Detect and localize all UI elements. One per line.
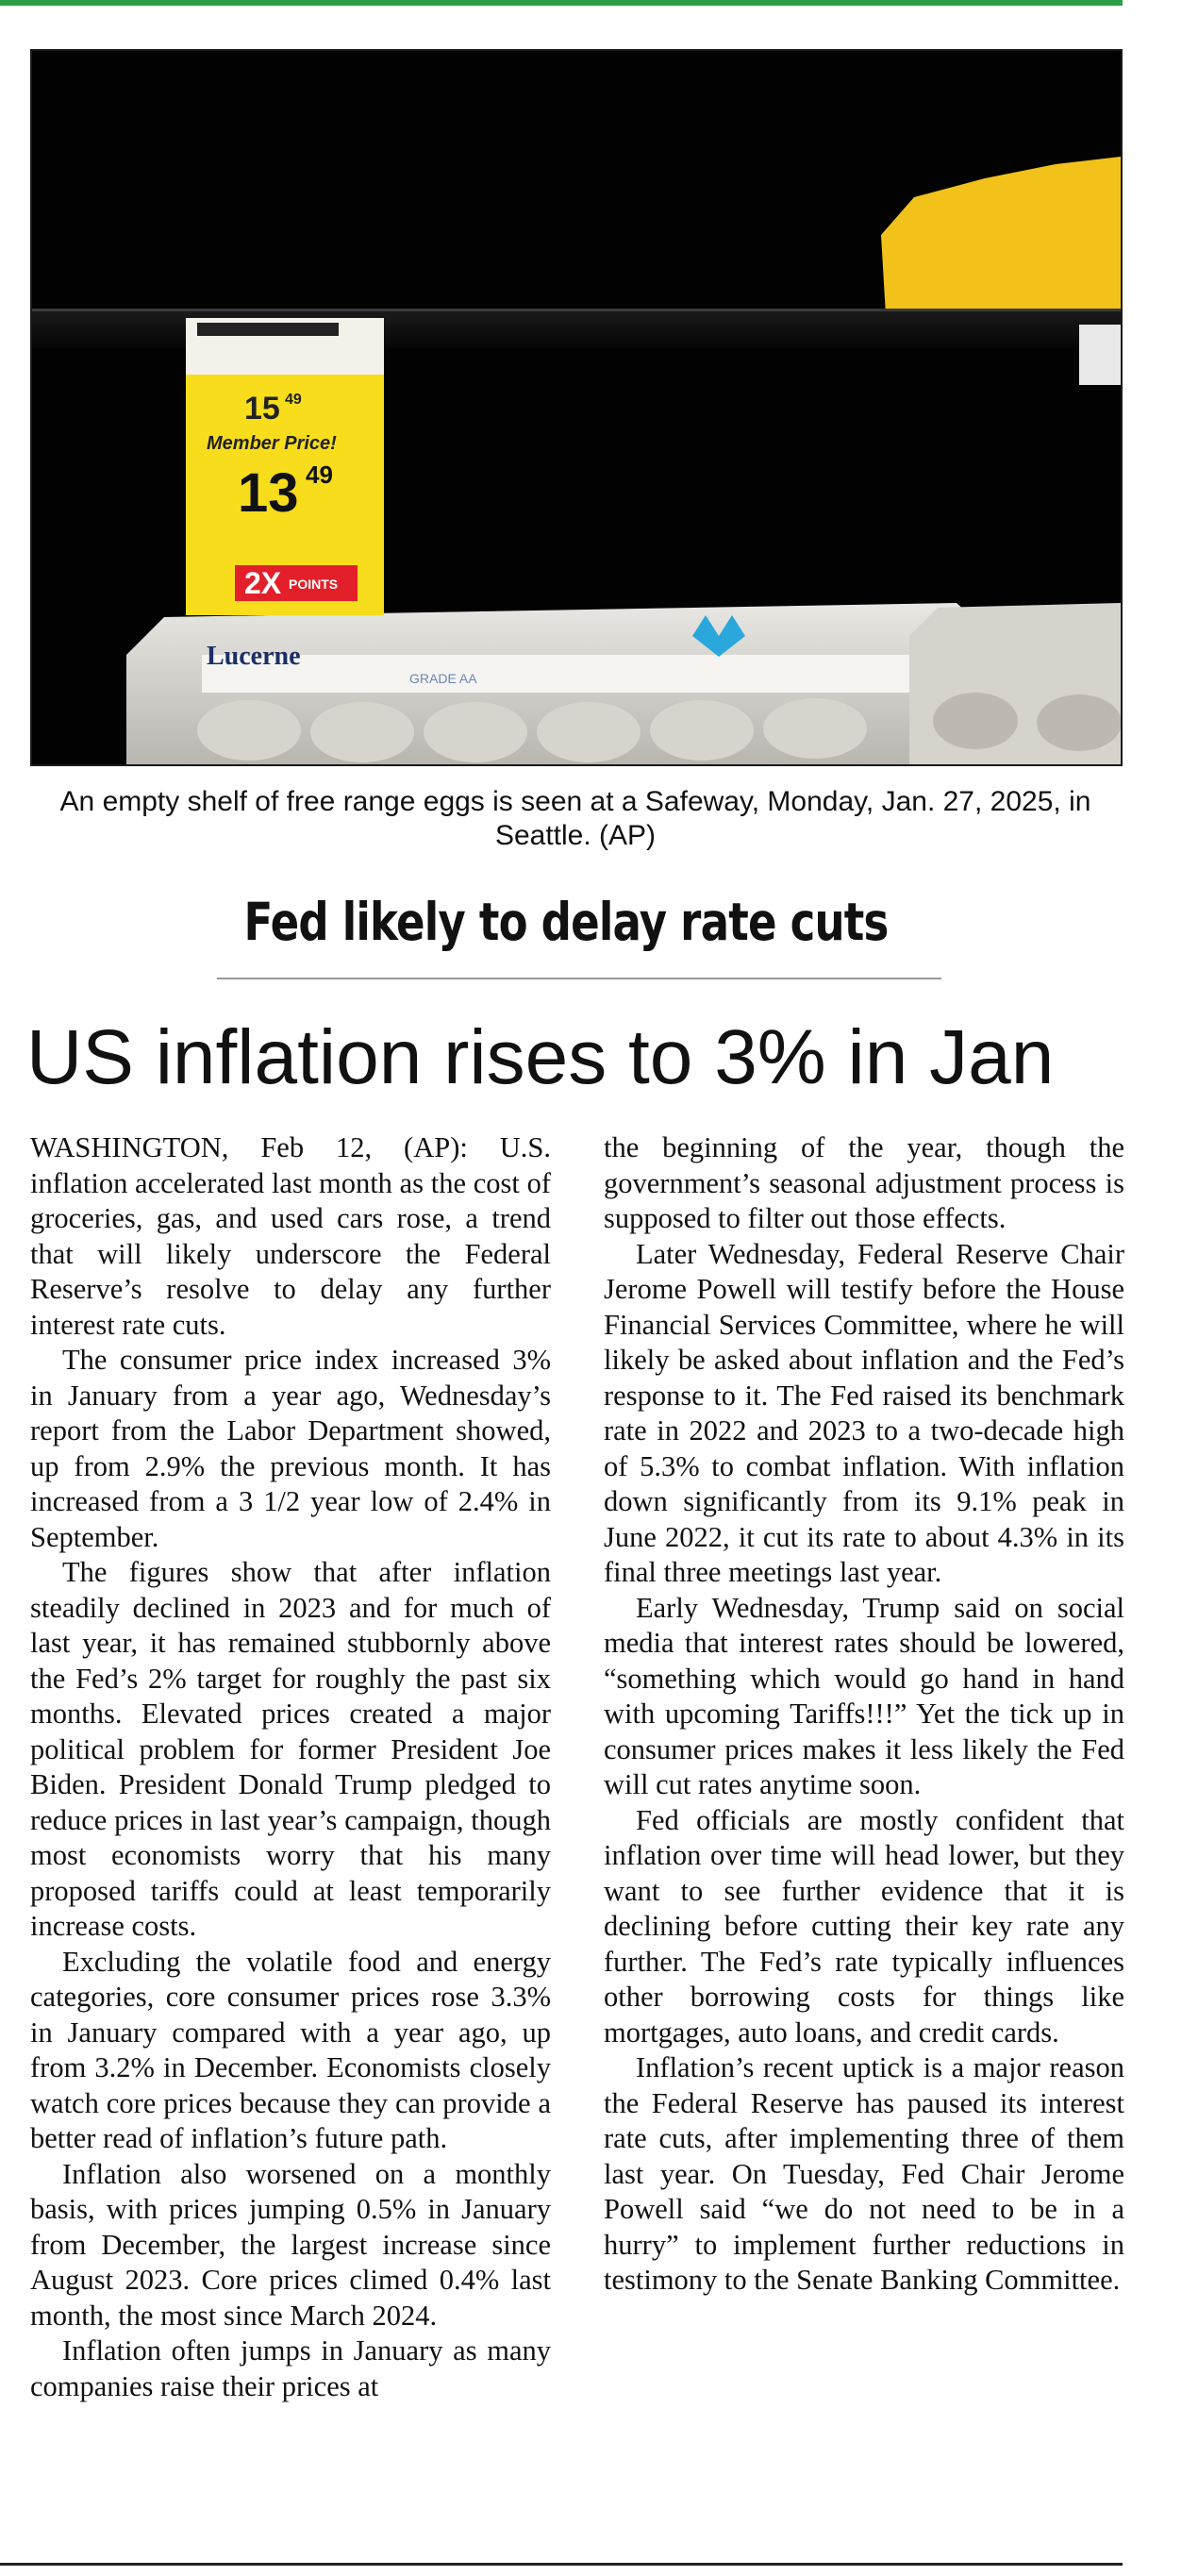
paragraph: Inflation’s recent uptick is a major rea… xyxy=(604,2051,1124,2296)
points-multiplier: 2X xyxy=(244,566,282,600)
paragraph: Inflation often jumps in January as many… xyxy=(30,2334,551,2402)
yellow-carton xyxy=(881,157,1121,323)
paragraph: Later Wednesday, Federal Reserve Chair J… xyxy=(604,1237,1124,1589)
paragraph: The figures show that after inflation st… xyxy=(30,1556,551,1942)
photo-empty-egg-shelf: Lucerne GRADE AA 15 49 Member Price! 13 … xyxy=(30,49,1123,766)
carton-logo xyxy=(692,615,745,657)
paragraph: WASHINGTON, Feb 12, (AP): U.S. inflation… xyxy=(30,1131,551,1341)
regular-price-cents: 49 xyxy=(285,392,302,408)
paragraph: the beginning of the year, though the go… xyxy=(604,1131,1124,1234)
kicker-subheadline: Fed likely to delay rate cuts xyxy=(243,892,889,952)
article-column-right: the beginning of the year, though the go… xyxy=(604,1130,1124,2299)
paragraph: Fed officials are mostly confident that … xyxy=(604,1803,1124,2049)
top-accent-rule xyxy=(0,0,1123,6)
kicker-divider xyxy=(217,978,941,979)
member-label: Member Price! xyxy=(207,433,337,454)
paragraph: Early Wednesday, Trump said on social me… xyxy=(604,1591,1124,1801)
points-label: POINTS xyxy=(289,577,338,592)
paragraph: The consumer price index increased 3% in… xyxy=(30,1344,551,1553)
carton-brand: Lucerne xyxy=(207,642,301,671)
bottom-rule xyxy=(0,2563,1123,2566)
photo-illustration: Lucerne GRADE AA 15 49 Member Price! 13 … xyxy=(32,51,1121,764)
headline: US inflation rises to 3% in Jan xyxy=(26,1014,1055,1100)
paragraph: Inflation also worsened on a monthly bas… xyxy=(30,2157,551,2332)
member-price-cents: 49 xyxy=(306,460,333,489)
member-price: 13 xyxy=(238,462,299,524)
price-tag: 15 49 Member Price! 13 49 2X POINTS xyxy=(186,318,384,615)
carton-grade: GRADE AA xyxy=(409,671,477,686)
article-column-left: WASHINGTON, Feb 12, (AP): U.S. inflation… xyxy=(30,1130,551,2404)
photo-caption: An empty shelf of free range eggs is see… xyxy=(59,786,1091,851)
regular-price: 15 xyxy=(244,391,280,427)
paragraph: Excluding the volatile food and energy c… xyxy=(30,1945,551,2155)
